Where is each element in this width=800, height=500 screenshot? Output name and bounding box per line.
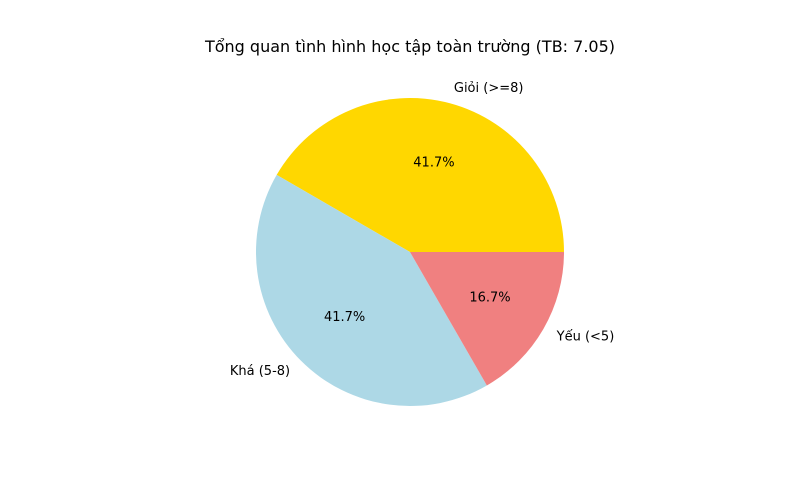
slice-label-kh-5-8: Khá (5-8) [230,364,290,379]
pie-slice-gi-i-8 [276,98,564,252]
pie-labels: Giỏi (>=8) 41.7% Khá (5-8) 41.7% Yếu (<5) 16.… [230,81,614,379]
percent-label-y-u-5: 16.7% [469,291,510,306]
pie-slice-y-u-5 [410,252,564,386]
percent-label-kh-5-8: 41.7% [324,310,365,325]
slice-label-gi-i-8: Giỏi (>=8) [454,81,524,96]
chart-title: Tổng quan tình hình học tập toàn trường … [204,37,615,56]
pie-slices [256,98,564,406]
percent-label-gi-i-8: 41.7% [413,155,454,170]
slice-label-y-u-5: Yếu (<5) [556,329,615,344]
pie-slice-kh-5-8 [256,174,487,406]
